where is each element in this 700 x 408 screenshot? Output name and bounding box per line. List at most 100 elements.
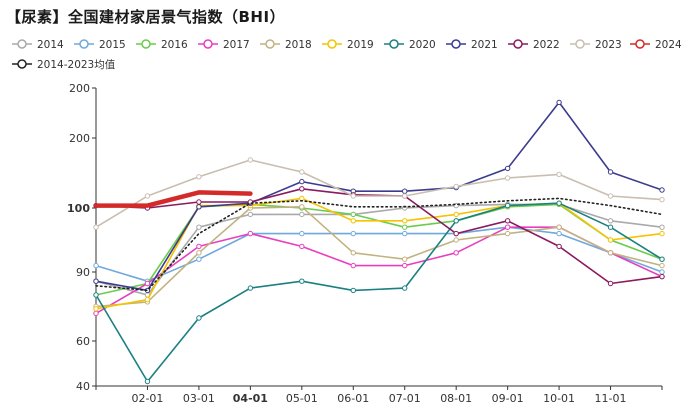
- data-point-2015: [556, 230, 562, 237]
- data-point-2015: [402, 230, 408, 237]
- data-point-2023: [504, 175, 511, 181]
- y-tick-label: 100: [67, 202, 90, 215]
- series-line-2018: [95, 206, 663, 308]
- data-point-2021: [93, 278, 99, 284]
- data-point-2018: [453, 237, 459, 243]
- legend-label: 2016: [161, 39, 188, 51]
- legend-item-2015[interactable]: 2015: [74, 39, 126, 51]
- data-point-2020: [504, 202, 511, 209]
- legend-label: 2014-2023均值: [37, 58, 116, 71]
- data-point-2014: [299, 211, 305, 218]
- series-line-2014: [95, 203, 663, 296]
- data-point-2023: [196, 174, 202, 180]
- data-point-2020: [299, 278, 305, 284]
- data-point-2018: [196, 250, 202, 256]
- x-tick-label: 11-01: [595, 392, 627, 405]
- legend-item-2014[interactable]: 2014: [12, 39, 64, 51]
- series-line-2019: [95, 197, 663, 310]
- axes: [92, 87, 663, 390]
- data-point-2020: [453, 218, 459, 224]
- data-point-2019: [144, 296, 151, 303]
- series-line-2021: [95, 101, 663, 292]
- data-point-2019: [402, 218, 408, 224]
- x-tick-label: 10-01: [543, 392, 575, 405]
- data-point-2023: [350, 193, 356, 199]
- data-point-2018: [659, 262, 665, 269]
- x-tick-label: 03-01: [183, 392, 215, 405]
- data-point-2021: [196, 204, 202, 210]
- legend-item-2016[interactable]: 2016: [136, 39, 188, 51]
- data-point-2021: [607, 169, 614, 175]
- legend-swatch-marker: [389, 39, 399, 49]
- series-line-2014-2023均值: [95, 197, 663, 292]
- data-point-2017: [453, 250, 459, 256]
- data-point-2015: [350, 230, 356, 237]
- data-point-2023: [453, 183, 459, 190]
- data-point-2021: [402, 188, 408, 194]
- series-line-2020: [95, 202, 663, 383]
- legend-swatch-marker: [17, 39, 27, 49]
- x-tick-label: 07-01: [389, 392, 421, 405]
- data-point-2023: [144, 193, 151, 199]
- legend-item-2023[interactable]: 2023: [570, 39, 622, 51]
- y-tick-label: 60: [76, 335, 90, 348]
- series-2020: [93, 200, 665, 385]
- data-point-2023: [93, 224, 99, 230]
- data-point-2019: [93, 306, 99, 312]
- data-point-2021: [556, 99, 562, 106]
- series-2018: [93, 204, 665, 310]
- data-point-2023: [659, 196, 665, 203]
- series-line-2024: [93, 190, 253, 208]
- data-point-2020: [196, 315, 202, 321]
- data-point-2015: [299, 230, 305, 237]
- legend: 2014 2015 2016 2017 2018 2019 2020 2021 2022 2023…: [12, 39, 682, 71]
- legend-item-2018[interactable]: 2018: [260, 39, 312, 51]
- data-point-2022: [453, 230, 459, 237]
- legend-label: 2020: [409, 39, 436, 51]
- legend-item-2022[interactable]: 2022: [508, 39, 560, 51]
- data-point-2015: [196, 256, 202, 262]
- data-point-2021: [299, 178, 305, 185]
- legend-label: 2014: [37, 39, 64, 51]
- data-point-2017: [402, 262, 408, 269]
- legend-swatch-marker: [575, 39, 585, 49]
- data-point-2018: [556, 224, 562, 230]
- legend-swatch-marker: [265, 39, 275, 49]
- data-point-2017: [93, 310, 99, 317]
- data-point-2020: [247, 285, 254, 291]
- legend-swatch-marker: [451, 39, 461, 49]
- data-point-2017: [350, 262, 356, 269]
- legend-item-2019[interactable]: 2019: [322, 39, 374, 51]
- legend-label: 2023: [595, 39, 622, 51]
- legend-item-2014-2023均值[interactable]: 2014-2023均值: [12, 58, 116, 71]
- legend-item-2021[interactable]: 2021: [446, 39, 498, 51]
- y-tick-label: 40: [76, 380, 90, 393]
- legend-label: 2019: [347, 39, 374, 51]
- data-point-2017: [299, 243, 305, 250]
- data-point-2020: [556, 200, 562, 206]
- legend-label: 2024: [655, 39, 682, 51]
- y-tick-label: 200: [69, 82, 90, 95]
- data-point-2020: [607, 224, 614, 230]
- legend-item-2024[interactable]: 2024: [630, 39, 682, 51]
- x-tick-label: 05-01: [286, 392, 318, 405]
- legend-swatch-marker: [513, 39, 523, 49]
- x-tick-label: 02-01: [131, 392, 163, 405]
- legend-item-2020[interactable]: 2020: [384, 39, 436, 51]
- data-point-2019: [607, 237, 614, 243]
- data-point-2018: [607, 250, 614, 256]
- data-point-2018: [504, 230, 511, 237]
- legend-swatch-marker: [203, 39, 213, 49]
- data-point-2019: [350, 218, 356, 224]
- series-line-2023: [95, 159, 663, 228]
- data-point-2023: [402, 193, 408, 199]
- legend-item-2017[interactable]: 2017: [198, 39, 250, 51]
- legend-label: 2021: [471, 39, 498, 51]
- data-point-2019: [659, 230, 665, 237]
- series-2023: [93, 157, 665, 230]
- legend-label: 2018: [285, 39, 312, 51]
- x-tick-label: 06-01: [337, 392, 369, 405]
- data-point-2022: [556, 243, 562, 250]
- data-point-2020: [402, 285, 408, 291]
